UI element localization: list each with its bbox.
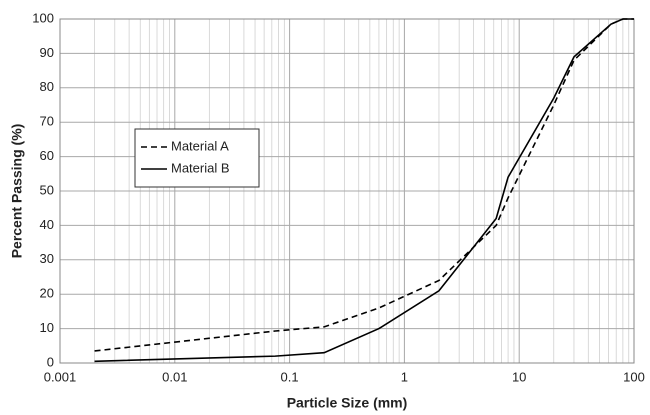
data-line	[94, 18, 634, 363]
x-tick-label: 10	[512, 369, 526, 384]
x-tick-label: 100	[623, 369, 645, 384]
y-tick-label: 0	[47, 354, 54, 369]
y-tick-label: 50	[40, 182, 54, 197]
y-tick-label: 20	[40, 286, 54, 301]
legend: Material A Material B	[134, 128, 260, 188]
x-tick-label: 1	[401, 369, 408, 384]
x-tick-label: 0.001	[44, 369, 77, 384]
x-tick-label: 0.01	[162, 369, 187, 384]
y-tick-label: 30	[40, 251, 54, 266]
y-tick-label: 10	[40, 320, 54, 335]
legend-label: Material A	[171, 138, 229, 153]
y-tick-label: 70	[40, 114, 54, 129]
y-tick-label: 80	[40, 79, 54, 94]
y-tick-label: 40	[40, 217, 54, 232]
legend-frame	[134, 128, 260, 188]
plot-frame	[59, 18, 635, 364]
legend-label: Material B	[171, 160, 230, 175]
y-axis-title: Percent Passing (%)	[9, 124, 25, 259]
y-tick-label: 100	[32, 10, 54, 25]
x-tick-label: 0.1	[281, 369, 299, 384]
x-axis-title: Particle Size (mm)	[287, 395, 408, 411]
y-tick-label: 60	[40, 148, 54, 163]
y-tick-label: 90	[40, 45, 54, 60]
